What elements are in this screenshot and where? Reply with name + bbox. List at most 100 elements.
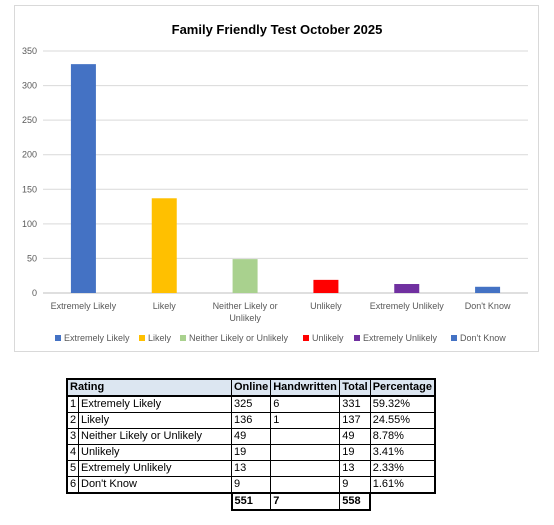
y-tick-label: 50 [27, 253, 37, 263]
cell-online: 19 [230, 444, 272, 461]
table-header-row: Rating Online Handwritten Total Percenta… [66, 378, 437, 397]
bar [475, 286, 501, 293]
cell-idx: 3 [66, 428, 79, 445]
x-tick-label: Neither Likely or Unlikely [213, 301, 278, 323]
table-row: 3 Neither Likely or Unlikely 49 49 8.78% [66, 428, 437, 445]
cell-rating: Likely [78, 412, 232, 429]
cell-percentage: 59.32% [369, 395, 437, 413]
legend-label: Neither Likely or Unlikely [189, 333, 289, 343]
legend-label: Unlikely [312, 333, 344, 343]
bar [313, 279, 339, 293]
y-tick-label: 300 [22, 81, 37, 91]
x-axis-labels: Extremely Likely Likely Neither Likely or U… [51, 301, 511, 323]
ratings-table: Rating Online Handwritten Total Percenta… [66, 378, 437, 511]
legend-label: Extremely Likely [64, 333, 130, 343]
x-tick-label: Extremely Unlikely [370, 301, 445, 311]
cell-handwritten: 6 [270, 395, 341, 413]
totals-spacer [67, 493, 232, 510]
y-tick-label: 250 [22, 115, 37, 125]
chart-container: Family Friendly Test October 2025 0 50 100… [14, 5, 539, 352]
header-total: Total [339, 378, 371, 397]
legend-item: Likely [139, 333, 172, 343]
cell-idx: 1 [66, 395, 79, 413]
cell-rating: Unlikely [78, 444, 232, 461]
legend-item: Neither Likely or Unlikely [180, 333, 289, 343]
bar [232, 259, 258, 293]
cell-rating: Extremely Likely [78, 395, 232, 413]
y-axis-ticks: 0 50 100 150 200 250 300 350 [22, 46, 37, 298]
y-tick-label: 100 [22, 219, 37, 229]
totals-row: 551 7 558 [67, 492, 435, 511]
cell-percentage: 8.78% [369, 428, 437, 445]
cell-handwritten [270, 476, 341, 494]
y-tick-label: 150 [22, 184, 37, 194]
bar [394, 284, 420, 293]
table-row: 1 Extremely Likely 325 6 331 59.32% [66, 395, 437, 413]
legend-label: Likely [148, 333, 172, 343]
x-tick-label: Likely [153, 301, 177, 311]
cell-total: 9 [339, 476, 371, 494]
bar [70, 64, 96, 293]
total-online: 551 [230, 492, 272, 511]
cell-percentage: 2.33% [369, 460, 437, 477]
header-percentage: Percentage [369, 378, 437, 397]
legend-swatch [139, 335, 145, 341]
bar-chart: Family Friendly Test October 2025 0 50 100… [22, 22, 528, 343]
legend-item: Extremely Unlikely [354, 333, 438, 343]
legend-item: Don't Know [451, 333, 506, 343]
cell-rating: Neither Likely or Unlikely [78, 428, 232, 445]
header-handwritten: Handwritten [270, 378, 341, 397]
legend-item: Unlikely [303, 333, 344, 343]
cell-online: 13 [230, 460, 272, 477]
table-row: 6 Don't Know 9 9 1.61% [66, 476, 437, 494]
bars [70, 64, 501, 293]
cell-idx: 2 [66, 412, 79, 429]
table-row: 2 Likely 136 1 137 24.55% [66, 412, 437, 429]
cell-rating: Don't Know [78, 476, 232, 494]
y-tick-label: 350 [22, 46, 37, 56]
cell-total: 19 [339, 444, 371, 461]
cell-percentage: 24.55% [369, 412, 437, 429]
totals-spacer-right [370, 493, 435, 510]
table-body: 1 Extremely Likely 325 6 331 59.32% 2 Likely 136… [66, 395, 437, 511]
cell-total: 137 [339, 412, 371, 429]
y-tick-label: 0 [32, 288, 37, 298]
legend-swatch [354, 335, 360, 341]
cell-handwritten [270, 460, 341, 477]
cell-online: 9 [230, 476, 272, 494]
legend-label: Extremely Unlikely [363, 333, 438, 343]
legend-swatch [180, 335, 186, 341]
x-tick-label: Unlikely [310, 301, 342, 311]
total-total: 558 [339, 492, 372, 511]
cell-online: 325 [230, 395, 272, 413]
header-online: Online [230, 378, 272, 397]
legend-label: Don't Know [460, 333, 506, 343]
legend: Extremely Likely Likely Neither Likely or … [55, 333, 506, 343]
cell-total: 49 [339, 428, 371, 445]
legend-swatch [55, 335, 61, 341]
legend-swatch [451, 335, 457, 341]
chart-title: Family Friendly Test October 2025 [172, 22, 383, 37]
cell-handwritten [270, 444, 341, 461]
x-tick-label: Extremely Likely [51, 301, 117, 311]
cell-handwritten [270, 428, 341, 445]
cell-total: 331 [339, 395, 371, 413]
cell-idx: 4 [66, 444, 79, 461]
cell-online: 49 [230, 428, 272, 445]
x-tick-label: Don't Know [465, 301, 511, 311]
cell-idx: 6 [66, 476, 79, 494]
header-rating: Rating [66, 378, 232, 397]
cell-handwritten: 1 [270, 412, 341, 429]
cell-total: 13 [339, 460, 371, 477]
cell-online: 136 [230, 412, 272, 429]
cell-rating: Extremely Unlikely [78, 460, 232, 477]
cell-percentage: 1.61% [369, 476, 437, 494]
table-row: 4 Unlikely 19 19 3.41% [66, 444, 437, 461]
cell-idx: 5 [66, 460, 79, 477]
y-tick-label: 200 [22, 150, 37, 160]
table-row: 5 Extremely Unlikely 13 13 2.33% [66, 460, 437, 477]
legend-item: Extremely Likely [55, 333, 130, 343]
bar [151, 198, 177, 293]
total-handwritten: 7 [270, 492, 341, 511]
legend-swatch [303, 335, 309, 341]
